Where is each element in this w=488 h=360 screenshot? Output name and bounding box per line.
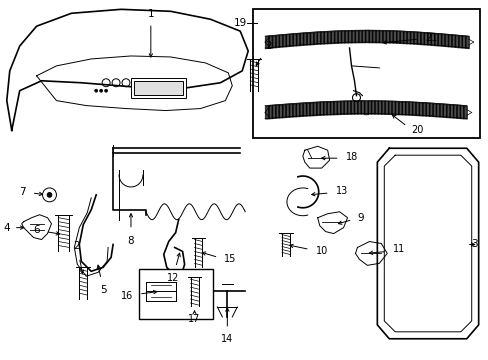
Text: 5: 5 bbox=[100, 285, 106, 295]
Text: 4: 4 bbox=[3, 222, 10, 233]
Text: 13: 13 bbox=[335, 186, 347, 196]
Text: 15: 15 bbox=[224, 255, 236, 264]
Bar bbox=[253, 9, 479, 138]
Text: 7: 7 bbox=[19, 187, 25, 197]
Bar bbox=[139, 269, 213, 319]
Text: 20: 20 bbox=[410, 125, 423, 135]
Text: 10: 10 bbox=[315, 247, 327, 256]
Text: 21: 21 bbox=[424, 33, 436, 43]
Text: 6: 6 bbox=[33, 225, 40, 235]
Circle shape bbox=[104, 89, 107, 92]
Text: 11: 11 bbox=[392, 244, 405, 255]
Text: 18: 18 bbox=[345, 152, 357, 162]
Bar bbox=[131, 78, 185, 98]
Text: 2: 2 bbox=[73, 242, 80, 251]
Text: 16: 16 bbox=[121, 291, 133, 301]
Text: 14: 14 bbox=[221, 334, 233, 344]
Text: 19: 19 bbox=[233, 18, 247, 28]
Text: 2: 2 bbox=[264, 41, 271, 51]
Bar bbox=[134, 81, 182, 95]
Text: 17: 17 bbox=[188, 314, 200, 324]
Text: 3: 3 bbox=[470, 239, 476, 249]
Text: 9: 9 bbox=[357, 213, 364, 223]
Circle shape bbox=[95, 89, 98, 92]
Text: 8: 8 bbox=[127, 235, 134, 246]
Text: 12: 12 bbox=[166, 273, 179, 283]
Circle shape bbox=[47, 192, 52, 197]
Circle shape bbox=[100, 89, 102, 92]
Text: 1: 1 bbox=[147, 9, 154, 19]
